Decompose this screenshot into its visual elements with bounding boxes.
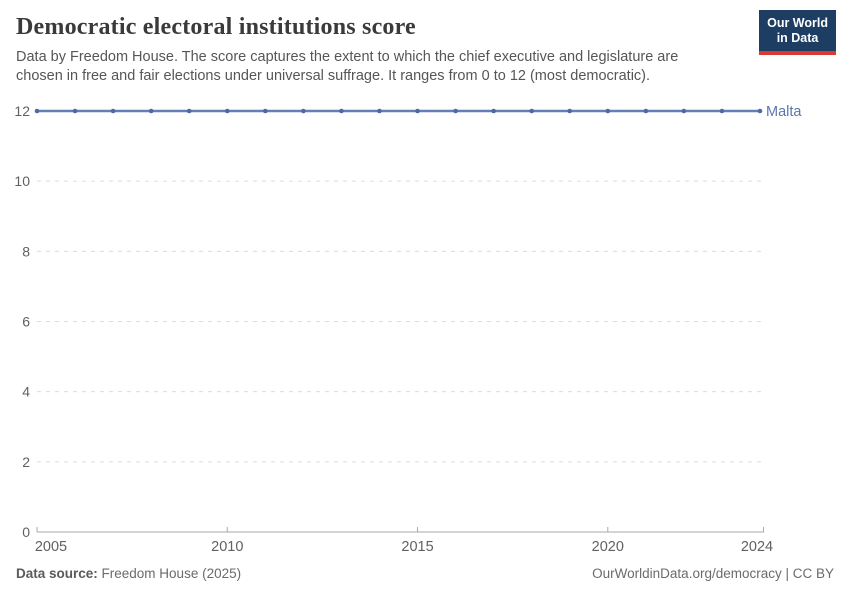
y-tick-label: 4 <box>22 384 30 400</box>
data-point[interactable] <box>491 108 496 114</box>
data-point[interactable] <box>34 108 40 114</box>
data-source: Data source: Freedom House (2025) <box>16 566 241 581</box>
y-tick-label: 2 <box>22 454 30 470</box>
data-point[interactable] <box>719 108 725 114</box>
y-tick-label: 12 <box>14 103 30 119</box>
data-point[interactable] <box>110 108 116 114</box>
page-title: Democratic electoral institutions score <box>16 14 416 40</box>
data-point[interactable] <box>681 108 687 114</box>
data-point[interactable] <box>605 108 611 114</box>
x-tick-label: 2015 <box>401 539 433 555</box>
data-point[interactable] <box>301 108 306 114</box>
data-point[interactable] <box>186 108 192 114</box>
data-source-value: Freedom House (2025) <box>97 566 242 581</box>
y-tick-label: 8 <box>22 243 30 259</box>
chart-subtitle: Data by Freedom House. The score capture… <box>16 49 679 85</box>
data-point[interactable] <box>377 108 382 114</box>
data-point[interactable] <box>72 108 78 114</box>
data-point[interactable] <box>148 108 154 114</box>
chart-header: Democratic electoral institutions score … <box>16 10 836 86</box>
data-point[interactable] <box>757 108 763 114</box>
chart-footer: Data source: Freedom House (2025) OurWor… <box>16 566 834 581</box>
owid-logo-line1: Our World <box>767 16 828 30</box>
series-label[interactable]: Malta <box>766 104 802 120</box>
data-source-label: Data source: <box>16 566 98 581</box>
x-tick-label: 2020 <box>592 539 624 555</box>
x-tick-label: 2024 <box>741 539 773 555</box>
data-point[interactable] <box>453 108 458 114</box>
data-point[interactable] <box>415 108 420 114</box>
y-tick-label: 0 <box>22 524 30 540</box>
data-point[interactable] <box>529 108 534 114</box>
x-tick-label: 2010 <box>211 539 243 555</box>
data-point[interactable] <box>263 108 268 114</box>
owid-logo[interactable]: Our World in Data <box>759 10 836 55</box>
owid-logo-line2: in Data <box>776 31 819 46</box>
data-point[interactable] <box>339 108 344 114</box>
y-tick-label: 6 <box>22 314 30 330</box>
x-tick-label: 2005 <box>35 539 67 555</box>
data-point[interactable] <box>224 108 230 114</box>
y-tick-label: 10 <box>14 173 30 189</box>
data-point[interactable] <box>643 108 649 114</box>
data-point[interactable] <box>567 108 573 114</box>
footer-license-link[interactable]: OurWorldinData.org/democracy | CC BY <box>592 566 834 581</box>
